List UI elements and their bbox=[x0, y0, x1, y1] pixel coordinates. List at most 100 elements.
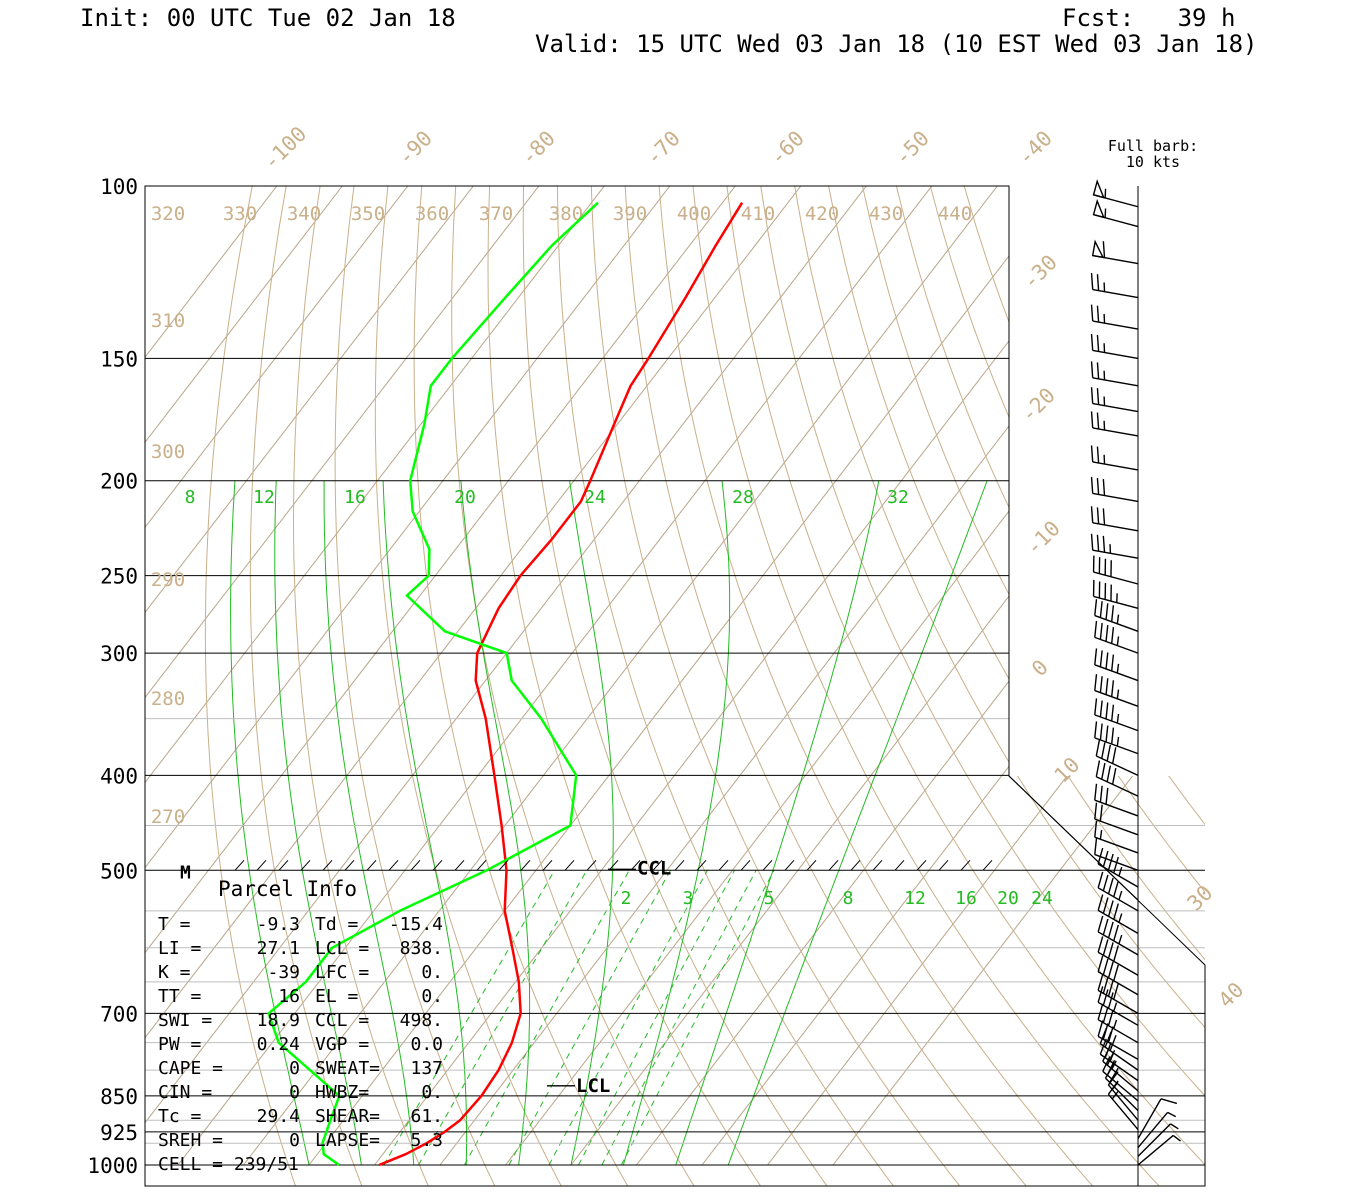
dry-adiabat bbox=[714, 776, 960, 1186]
parcel-info-value: -39 bbox=[267, 962, 300, 983]
dry-adiabat bbox=[624, 186, 767, 776]
dry-adiabat bbox=[292, 186, 321, 776]
dry-adiabat bbox=[794, 186, 1009, 764]
isotherm-line bbox=[832, 776, 1134, 1166]
parcel-info-label: CELL = 239/51 bbox=[158, 1154, 299, 1175]
parcel-info-value: 0. bbox=[421, 962, 443, 983]
potential-temperature-label: 410 bbox=[741, 203, 775, 225]
tropopause-hatch bbox=[740, 859, 751, 871]
potential-temperature-label: 330 bbox=[223, 203, 257, 225]
dry-adiabat bbox=[512, 776, 695, 1186]
dry-adiabat bbox=[865, 776, 1160, 1186]
pressure-tick-label: 850 bbox=[100, 1085, 138, 1109]
isotherm-line bbox=[1000, 765, 1009, 776]
potential-temperature-label: 370 bbox=[479, 203, 513, 225]
potential-temperature-label: 300 bbox=[151, 441, 185, 463]
tropopause-hatch bbox=[256, 859, 267, 871]
wind-barb bbox=[1094, 698, 1139, 732]
parcel-info-value: -9.3 bbox=[257, 914, 300, 935]
dry-adiabat bbox=[260, 776, 363, 1186]
mixing-ratio-label: 5 bbox=[764, 888, 775, 909]
isotherm-line bbox=[505, 776, 806, 1166]
dry-adiabat bbox=[1067, 776, 1205, 961]
isotherm-line bbox=[145, 186, 540, 699]
parcel-info-label: LCL = bbox=[315, 938, 369, 959]
isotherm-label: -60 bbox=[765, 126, 809, 170]
mixing-ratio-label: 16 bbox=[344, 487, 366, 508]
pressure-tick-label: 200 bbox=[100, 470, 138, 494]
isotherm-line bbox=[145, 186, 474, 614]
wind-barb bbox=[1094, 802, 1139, 836]
moist-adiabat bbox=[274, 480, 289, 776]
isotherm-label: -40 bbox=[1013, 126, 1057, 170]
moist-adiabat bbox=[714, 480, 731, 776]
wind-barb bbox=[1094, 648, 1139, 682]
wind-barb bbox=[1090, 445, 1139, 471]
parcel-info-label: CCL = bbox=[315, 1010, 369, 1031]
moist-adiabat bbox=[230, 480, 239, 776]
tropopause-hatch bbox=[894, 859, 905, 871]
wind-barb bbox=[1097, 974, 1139, 1014]
dry-adiabat bbox=[815, 776, 1093, 1186]
isotherm-line bbox=[439, 776, 741, 1166]
tropopause-hatch bbox=[278, 859, 289, 871]
wind-barb bbox=[1097, 915, 1139, 956]
pressure-tick-label: 400 bbox=[100, 764, 138, 788]
isotherm-line bbox=[145, 186, 278, 359]
wind-barb bbox=[1091, 239, 1139, 265]
dry-adiabat bbox=[930, 186, 1350, 1186]
pressure-tick-label: 150 bbox=[100, 347, 138, 371]
potential-temperature-label: 290 bbox=[151, 569, 185, 591]
wind-barb bbox=[1094, 721, 1139, 755]
isotherm-label: 40 bbox=[1214, 978, 1249, 1013]
isotherm-line bbox=[0, 186, 277, 1165]
isotherm-line bbox=[243, 776, 544, 1166]
potential-temperature-label: 270 bbox=[151, 806, 185, 828]
dry-adiabat bbox=[590, 186, 716, 776]
wind-barb bbox=[1097, 1003, 1139, 1044]
parcel-info-value: 838. bbox=[400, 938, 443, 959]
potential-temperature-label: 320 bbox=[151, 203, 185, 225]
wind-barb bbox=[1090, 411, 1139, 437]
potential-temperature-label: 350 bbox=[351, 203, 385, 225]
wind-barb bbox=[1092, 198, 1139, 228]
tropopause-hatch bbox=[982, 859, 993, 871]
parcel-info-label: TT = bbox=[158, 986, 202, 1007]
pressure-tick-label: 925 bbox=[100, 1121, 138, 1145]
isotherm-label: -80 bbox=[516, 126, 560, 170]
potential-temperature-label: 280 bbox=[151, 688, 185, 710]
parcel-info-label: SWI = bbox=[158, 1010, 212, 1031]
isotherm-line bbox=[145, 776, 413, 1124]
tropopause-hatch bbox=[674, 859, 685, 871]
wind-barb bbox=[1090, 476, 1139, 503]
isotherm-line bbox=[177, 776, 479, 1166]
potential-temperature-label: 430 bbox=[869, 203, 903, 225]
isotherm-label: -70 bbox=[641, 126, 685, 170]
parcel-info-value: 61. bbox=[410, 1106, 443, 1127]
parcel-info-value: 0. bbox=[421, 986, 443, 1007]
parcel-info-value: 5.3 bbox=[410, 1130, 443, 1151]
dry-adiabat bbox=[966, 776, 1205, 1097]
parcel-info-value: 0 bbox=[289, 1058, 300, 1079]
isotherm-label: 10 bbox=[1050, 753, 1085, 788]
isotherm-label: 30 bbox=[1183, 881, 1218, 916]
isotherm-label: -20 bbox=[1016, 383, 1060, 427]
isotherm-line bbox=[804, 510, 1009, 776]
mixing-ratio-line bbox=[383, 870, 556, 1166]
pressure-tick-label: 250 bbox=[100, 565, 138, 589]
potential-temperature-label: 360 bbox=[415, 203, 449, 225]
dry-adiabat bbox=[556, 186, 666, 776]
dry-adiabat bbox=[451, 186, 514, 776]
forecast-hour-label: Fcst: 39 h bbox=[1062, 4, 1236, 32]
tropopause-hatch bbox=[784, 859, 795, 871]
parcel-info-label: LI = bbox=[158, 938, 202, 959]
dry-adiabat bbox=[1168, 776, 1205, 826]
isotherm-label: 0 bbox=[1027, 655, 1053, 681]
tropopause-hatch bbox=[234, 859, 245, 871]
isotherm-line bbox=[411, 186, 867, 776]
isotherm-line bbox=[701, 776, 1003, 1166]
isotherm-line bbox=[214, 186, 671, 776]
dry-adiabat bbox=[929, 186, 1009, 419]
parcel-info-label: PW = bbox=[158, 1034, 202, 1055]
mixing-ratio-label: 20 bbox=[997, 888, 1019, 909]
